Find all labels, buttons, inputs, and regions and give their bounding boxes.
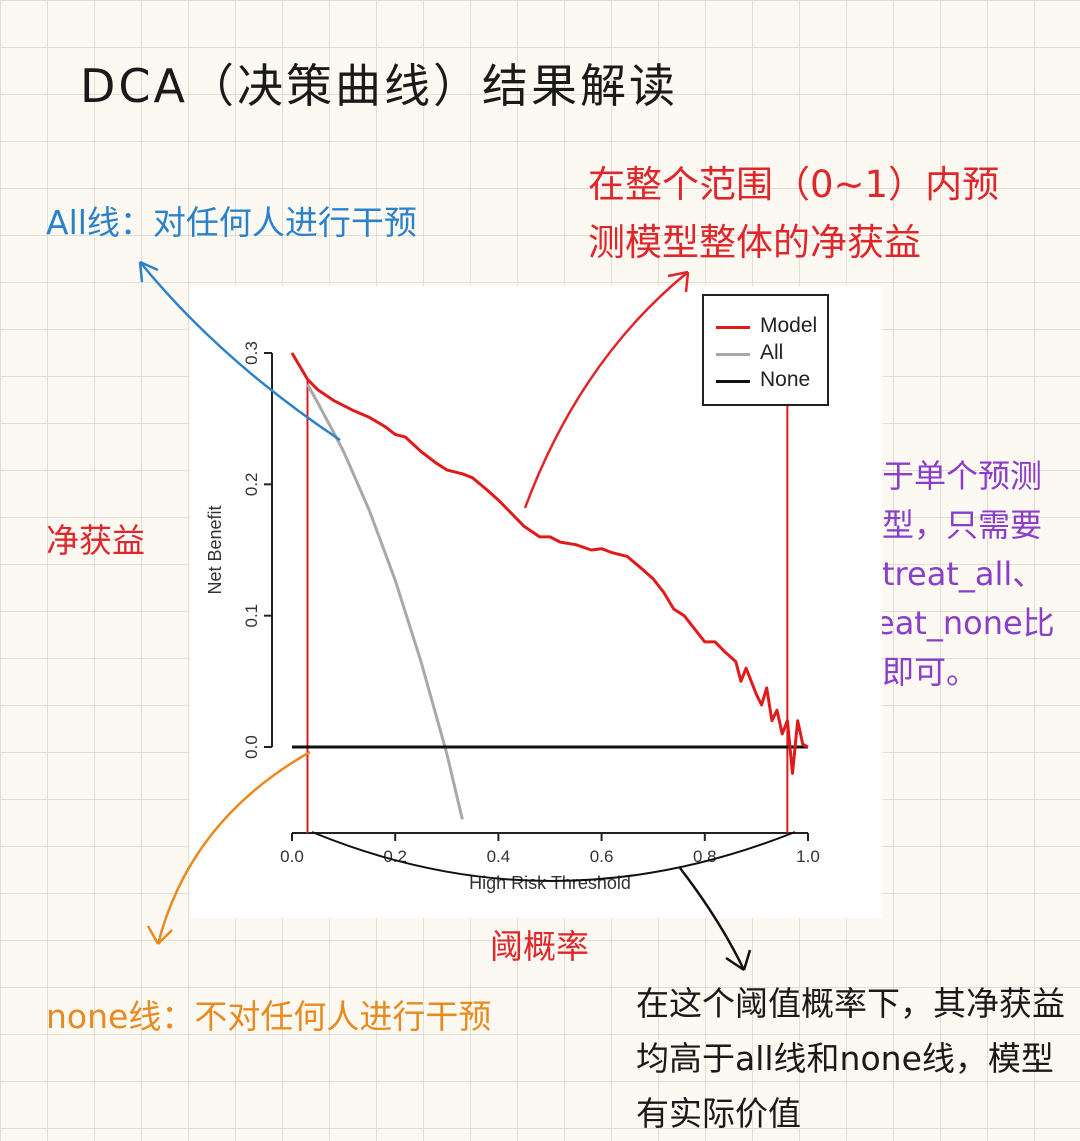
- arrow-none-line: [156, 750, 311, 945]
- y-axis-label: Net Benefit: [205, 505, 225, 594]
- arrow-full-range: [523, 271, 689, 509]
- legend-swatch: [716, 353, 750, 356]
- x-tick-label: 0.4: [487, 847, 511, 866]
- y-tick-label: 0.2: [242, 473, 261, 497]
- legend-label: All: [760, 341, 784, 364]
- y-tick-label: 0.0: [242, 735, 261, 759]
- arrow-none-line-head: [146, 925, 173, 945]
- arrow-all-line-head: [138, 260, 159, 283]
- annotation-none-line: none线：不对任何人进行干预: [46, 997, 492, 1036]
- y-tick-label: 0.1: [242, 604, 261, 628]
- arrow-conclusion-head: [725, 949, 752, 972]
- annotation-single-model: 对于单个预测模型，只需要和treat_all、treat_none比较即可。: [850, 457, 1055, 691]
- annotation-arrows: [138, 260, 796, 972]
- legend-swatch: [716, 326, 750, 329]
- bracket-threshold-range: [311, 831, 796, 882]
- series-line-model: [290, 352, 809, 775]
- axes: 0.0 0.2 0.4 0.6 0.8 1.0 High Risk Threshold 0.0…: [205, 341, 820, 893]
- y-tick-label: 0.3: [242, 341, 261, 365]
- page-title: DCA（决策曲线）结果解读: [80, 59, 679, 113]
- annotation-threshold-probability: 阈概率: [490, 927, 589, 966]
- x-axis-label: High Risk Threshold: [469, 873, 631, 893]
- x-tick-label: 0.0: [280, 847, 304, 866]
- x-tick-label: 1.0: [796, 847, 820, 866]
- x-tick-label: 0.6: [590, 847, 614, 866]
- chart-legend: Model All None: [702, 294, 829, 406]
- arrow-full-range-head: [667, 270, 690, 293]
- arrow-all-line: [139, 261, 341, 442]
- arrow-conclusion: [679, 867, 746, 971]
- series-line-all: [306, 383, 464, 820]
- legend-label: None: [760, 368, 811, 391]
- annotation-net-benefit: 净获益: [46, 521, 145, 560]
- x-tick-label: 0.8: [693, 847, 717, 866]
- legend-swatch: [716, 380, 750, 383]
- annotation-full-range: 在整个范围（0~1）内预测模型整体的净获益: [588, 163, 1000, 264]
- annotation-all-line: All线：对任何人进行干预: [46, 203, 417, 242]
- legend-label: Model: [760, 314, 818, 337]
- series-layer: [290, 352, 809, 833]
